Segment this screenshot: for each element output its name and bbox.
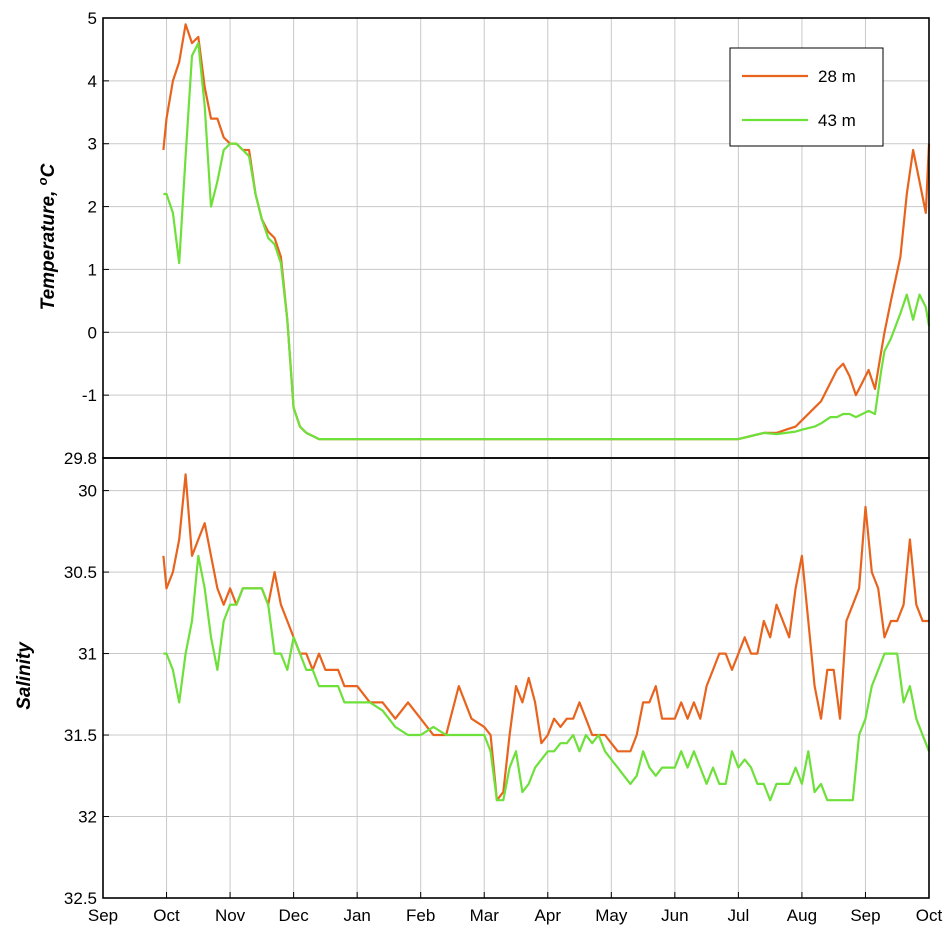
temperature-axis-title: Temperature, oC [35, 163, 60, 310]
xtick-label-13: Oct [916, 906, 943, 925]
xtick-label-5: Feb [406, 906, 435, 925]
temperature-ytick-label-2: 1 [88, 260, 97, 279]
salinity-ytick-label-0: 29.8 [64, 449, 97, 468]
xtick-label-9: Jun [661, 906, 688, 925]
salinity-panel: 29.8 30 30.5 31 31.5 32 32.5 [64, 449, 931, 908]
salinity-ytick-label-4: 31.5 [64, 726, 97, 745]
xtick-label-6: Mar [470, 906, 500, 925]
xtick-label-12: Sep [850, 906, 880, 925]
xtick-label-0: Sep [88, 906, 118, 925]
salinity-ytick-label-3: 31 [78, 645, 97, 664]
temperature-ytick-label-1: 0 [88, 323, 97, 342]
xtick-label-10: Jul [728, 906, 750, 925]
legend-label-28m: 28 m [818, 67, 856, 86]
legend-label-43m: 43 m [818, 111, 856, 130]
temperature-series-43m [163, 42, 931, 441]
temperature-ytick-label-3: 2 [88, 198, 97, 217]
xtick-label-8: May [595, 906, 628, 925]
salinity-plot-frame [102, 457, 930, 899]
salinity-series-28m [162, 473, 929, 802]
temperature-ytick-label-5: 4 [88, 72, 97, 91]
legend-box [729, 47, 884, 147]
xtick-label-2: Nov [215, 906, 246, 925]
salinity-ytick-label-2: 30.5 [64, 563, 97, 582]
salinity-series-43m [163, 554, 931, 802]
legend: 28 m 43 m [729, 47, 884, 147]
x-axis: Sep Oct Nov Dec Jan Feb Mar Apr May Jun Jul Aug Sep O… [88, 892, 943, 925]
salinity-ytick-label-1: 30 [78, 482, 97, 501]
xtick-label-1: Oct [153, 906, 180, 925]
xtick-label-7: Apr [535, 906, 562, 925]
salinity-ytick-label-5: 32 [78, 808, 97, 827]
xtick-label-4: Jan [343, 906, 370, 925]
salinity-ytick-label-6: 32.5 [64, 889, 97, 908]
salinity-axis-title: Salinity [14, 641, 35, 710]
xtick-label-11: Aug [787, 906, 817, 925]
temperature-ytick-label-6: 5 [88, 9, 97, 28]
temperature-ytick-label-4: 3 [88, 135, 97, 154]
temperature-ytick-label-0: -1 [82, 386, 97, 405]
xtick-label-3: Dec [278, 906, 309, 925]
